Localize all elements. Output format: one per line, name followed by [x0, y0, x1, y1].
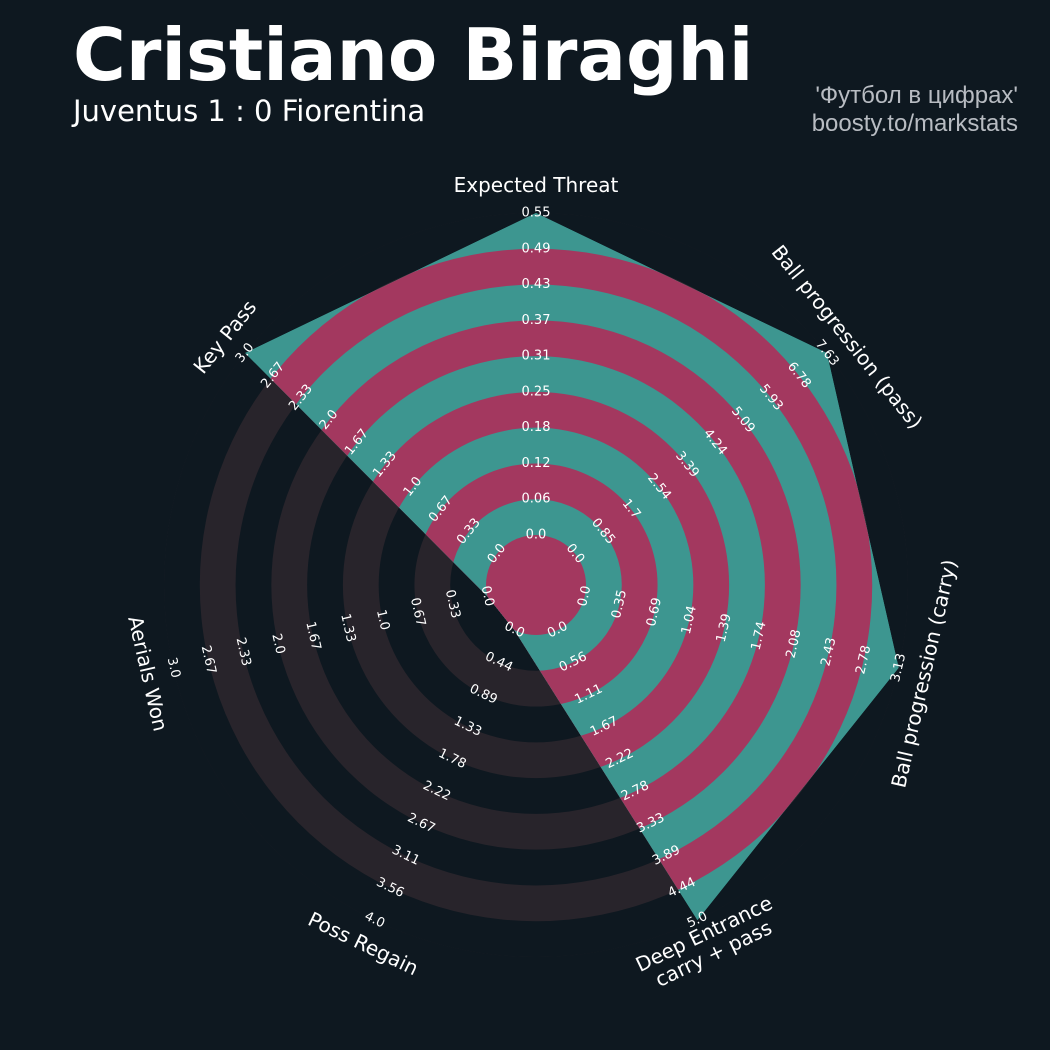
tick-label: 2.0	[268, 632, 287, 656]
tick-label: 2.43	[818, 636, 839, 668]
tick-label: 1.39	[714, 612, 735, 644]
chart-title: Cristiano Biraghi	[73, 13, 754, 97]
tick-label: 0.37	[522, 313, 551, 328]
tick-label: 0.31	[522, 349, 551, 364]
tick-label: 0.06	[522, 492, 551, 507]
tick-label: 1.33	[337, 612, 358, 644]
tick-label: 0.43	[522, 277, 551, 292]
tick-label: 1.67	[302, 620, 323, 652]
tick-label: 0.55	[522, 206, 551, 221]
tick-label: 0.49	[522, 241, 551, 256]
tick-label: 1.74	[749, 620, 770, 652]
tick-label: 3.13	[888, 652, 909, 684]
tick-label: 0.35	[609, 588, 630, 620]
axis-label: Aerials Won	[123, 614, 173, 734]
tick-label: 2.67	[198, 644, 219, 676]
chart-subtitle: Juventus 1 : 0 Fiorentina	[73, 94, 426, 128]
tick-label: 1.04	[679, 604, 700, 636]
tick-label: 2.08	[783, 628, 804, 660]
credit-line-2: boosty.to/markstats	[811, 110, 1018, 137]
credit-block: 'Футбол в цифрах' boosty.to/markstats	[812, 82, 1018, 138]
tick-label: 0.12	[522, 456, 551, 471]
tick-label: 0.69	[644, 596, 665, 628]
tick-label: 2.33	[233, 636, 254, 668]
highlight-center	[486, 535, 586, 635]
tick-label: 2.78	[853, 644, 874, 676]
tick-label: 3.0	[164, 656, 183, 680]
tick-label: 0.33	[442, 588, 463, 620]
tick-label: 0.67	[407, 596, 428, 628]
axis-label: Expected Threat	[454, 173, 619, 197]
tick-label: 0.0	[575, 584, 594, 608]
tick-label: 0.0	[526, 528, 547, 543]
credit-line-1: 'Футбол в цифрах'	[815, 82, 1018, 109]
tick-label: 1.0	[373, 608, 392, 632]
tick-label: 0.25	[522, 384, 551, 399]
tick-label: 0.18	[522, 420, 551, 435]
tick-label: 0.0	[478, 584, 497, 608]
